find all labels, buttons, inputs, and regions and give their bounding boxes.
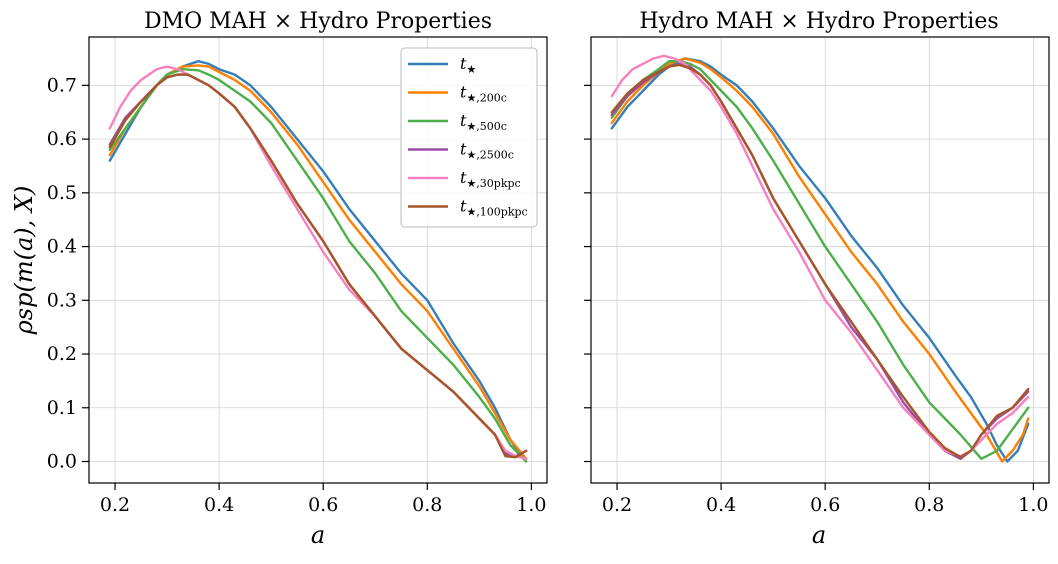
right-x-tick-label: 1.0 bbox=[1018, 494, 1048, 516]
right-series-line-t_star_100pkpc bbox=[610, 63, 1030, 459]
left-series-line-t_star_500c bbox=[108, 68, 528, 463]
right-x-tick-label: 0.2 bbox=[602, 494, 632, 516]
left-series-line-t_star_100pkpc bbox=[108, 73, 528, 459]
right-series-line-t_star_2500c bbox=[610, 62, 1030, 461]
right-series-line-t_star_200c bbox=[610, 57, 1030, 463]
left-y-tick-label: 0.2 bbox=[47, 343, 77, 365]
legend-label-t_star_200c: t★,200c bbox=[460, 83, 507, 105]
left-x-tick-label: 0.8 bbox=[412, 494, 442, 516]
right-series-line-t_star_30pkpc bbox=[610, 54, 1030, 458]
right-panel: 0.2 0.4 0.6 0.8 1.0 bbox=[584, 36, 1050, 516]
left-y-tick-label: 0.7 bbox=[47, 74, 77, 96]
left-x-tick-label: 0.2 bbox=[100, 494, 130, 516]
right-panel-title: Hydro MAH × Hydro Properties bbox=[639, 9, 998, 34]
left-y-tick-label: 0.5 bbox=[47, 182, 77, 204]
left-y-tick-label: 0.6 bbox=[47, 128, 77, 150]
left-y-tick-label: 0.1 bbox=[47, 397, 77, 419]
right-x-axis-title: a bbox=[812, 521, 826, 549]
legend: t★ t★,200c t★,500c t★,2500c t★,30pkpc t★,100p… bbox=[400, 47, 538, 228]
left-panel-title: DMO MAH × Hydro Properties bbox=[144, 9, 492, 34]
legend-label-t_star_2500c: t★,2500c bbox=[460, 140, 514, 162]
right-x-tick-label: 0.8 bbox=[914, 494, 944, 516]
left-x-tick-label: 0.4 bbox=[204, 494, 234, 516]
left-axes-frame bbox=[88, 36, 548, 484]
left-y-tick-label: 0.0 bbox=[47, 451, 77, 473]
legend-label-t_star: t★ bbox=[460, 54, 476, 76]
left-x-tick-label: 0.6 bbox=[308, 494, 338, 516]
y-axis-title: ρsp(m(a), X) bbox=[10, 186, 38, 336]
right-x-tick-label: 0.6 bbox=[810, 494, 840, 516]
right-x-tick-label: 0.4 bbox=[706, 494, 736, 516]
right-axes-frame bbox=[590, 36, 1050, 484]
left-panel: 0.2 0.4 0.6 0.8 1.0 0.0 0.1 0.2 0.3 0.4 0.5 0.6 0.7 bbox=[47, 36, 548, 516]
left-x-axis-title: a bbox=[311, 521, 325, 549]
right-series-line-t_star_500c bbox=[610, 59, 1030, 461]
left-y-tick-label: 0.3 bbox=[47, 289, 77, 311]
legend-label-t_star_500c: t★,500c bbox=[460, 111, 507, 133]
left-x-tick-label: 1.0 bbox=[516, 494, 546, 516]
legend-label-t_star_100pkpc: t★,100pkpc bbox=[460, 197, 528, 219]
left-y-tick-label: 0.4 bbox=[47, 236, 77, 258]
right-series-line-t_star bbox=[610, 57, 1030, 463]
legend-label-t_star_30pkpc: t★,30pkpc bbox=[460, 168, 521, 190]
